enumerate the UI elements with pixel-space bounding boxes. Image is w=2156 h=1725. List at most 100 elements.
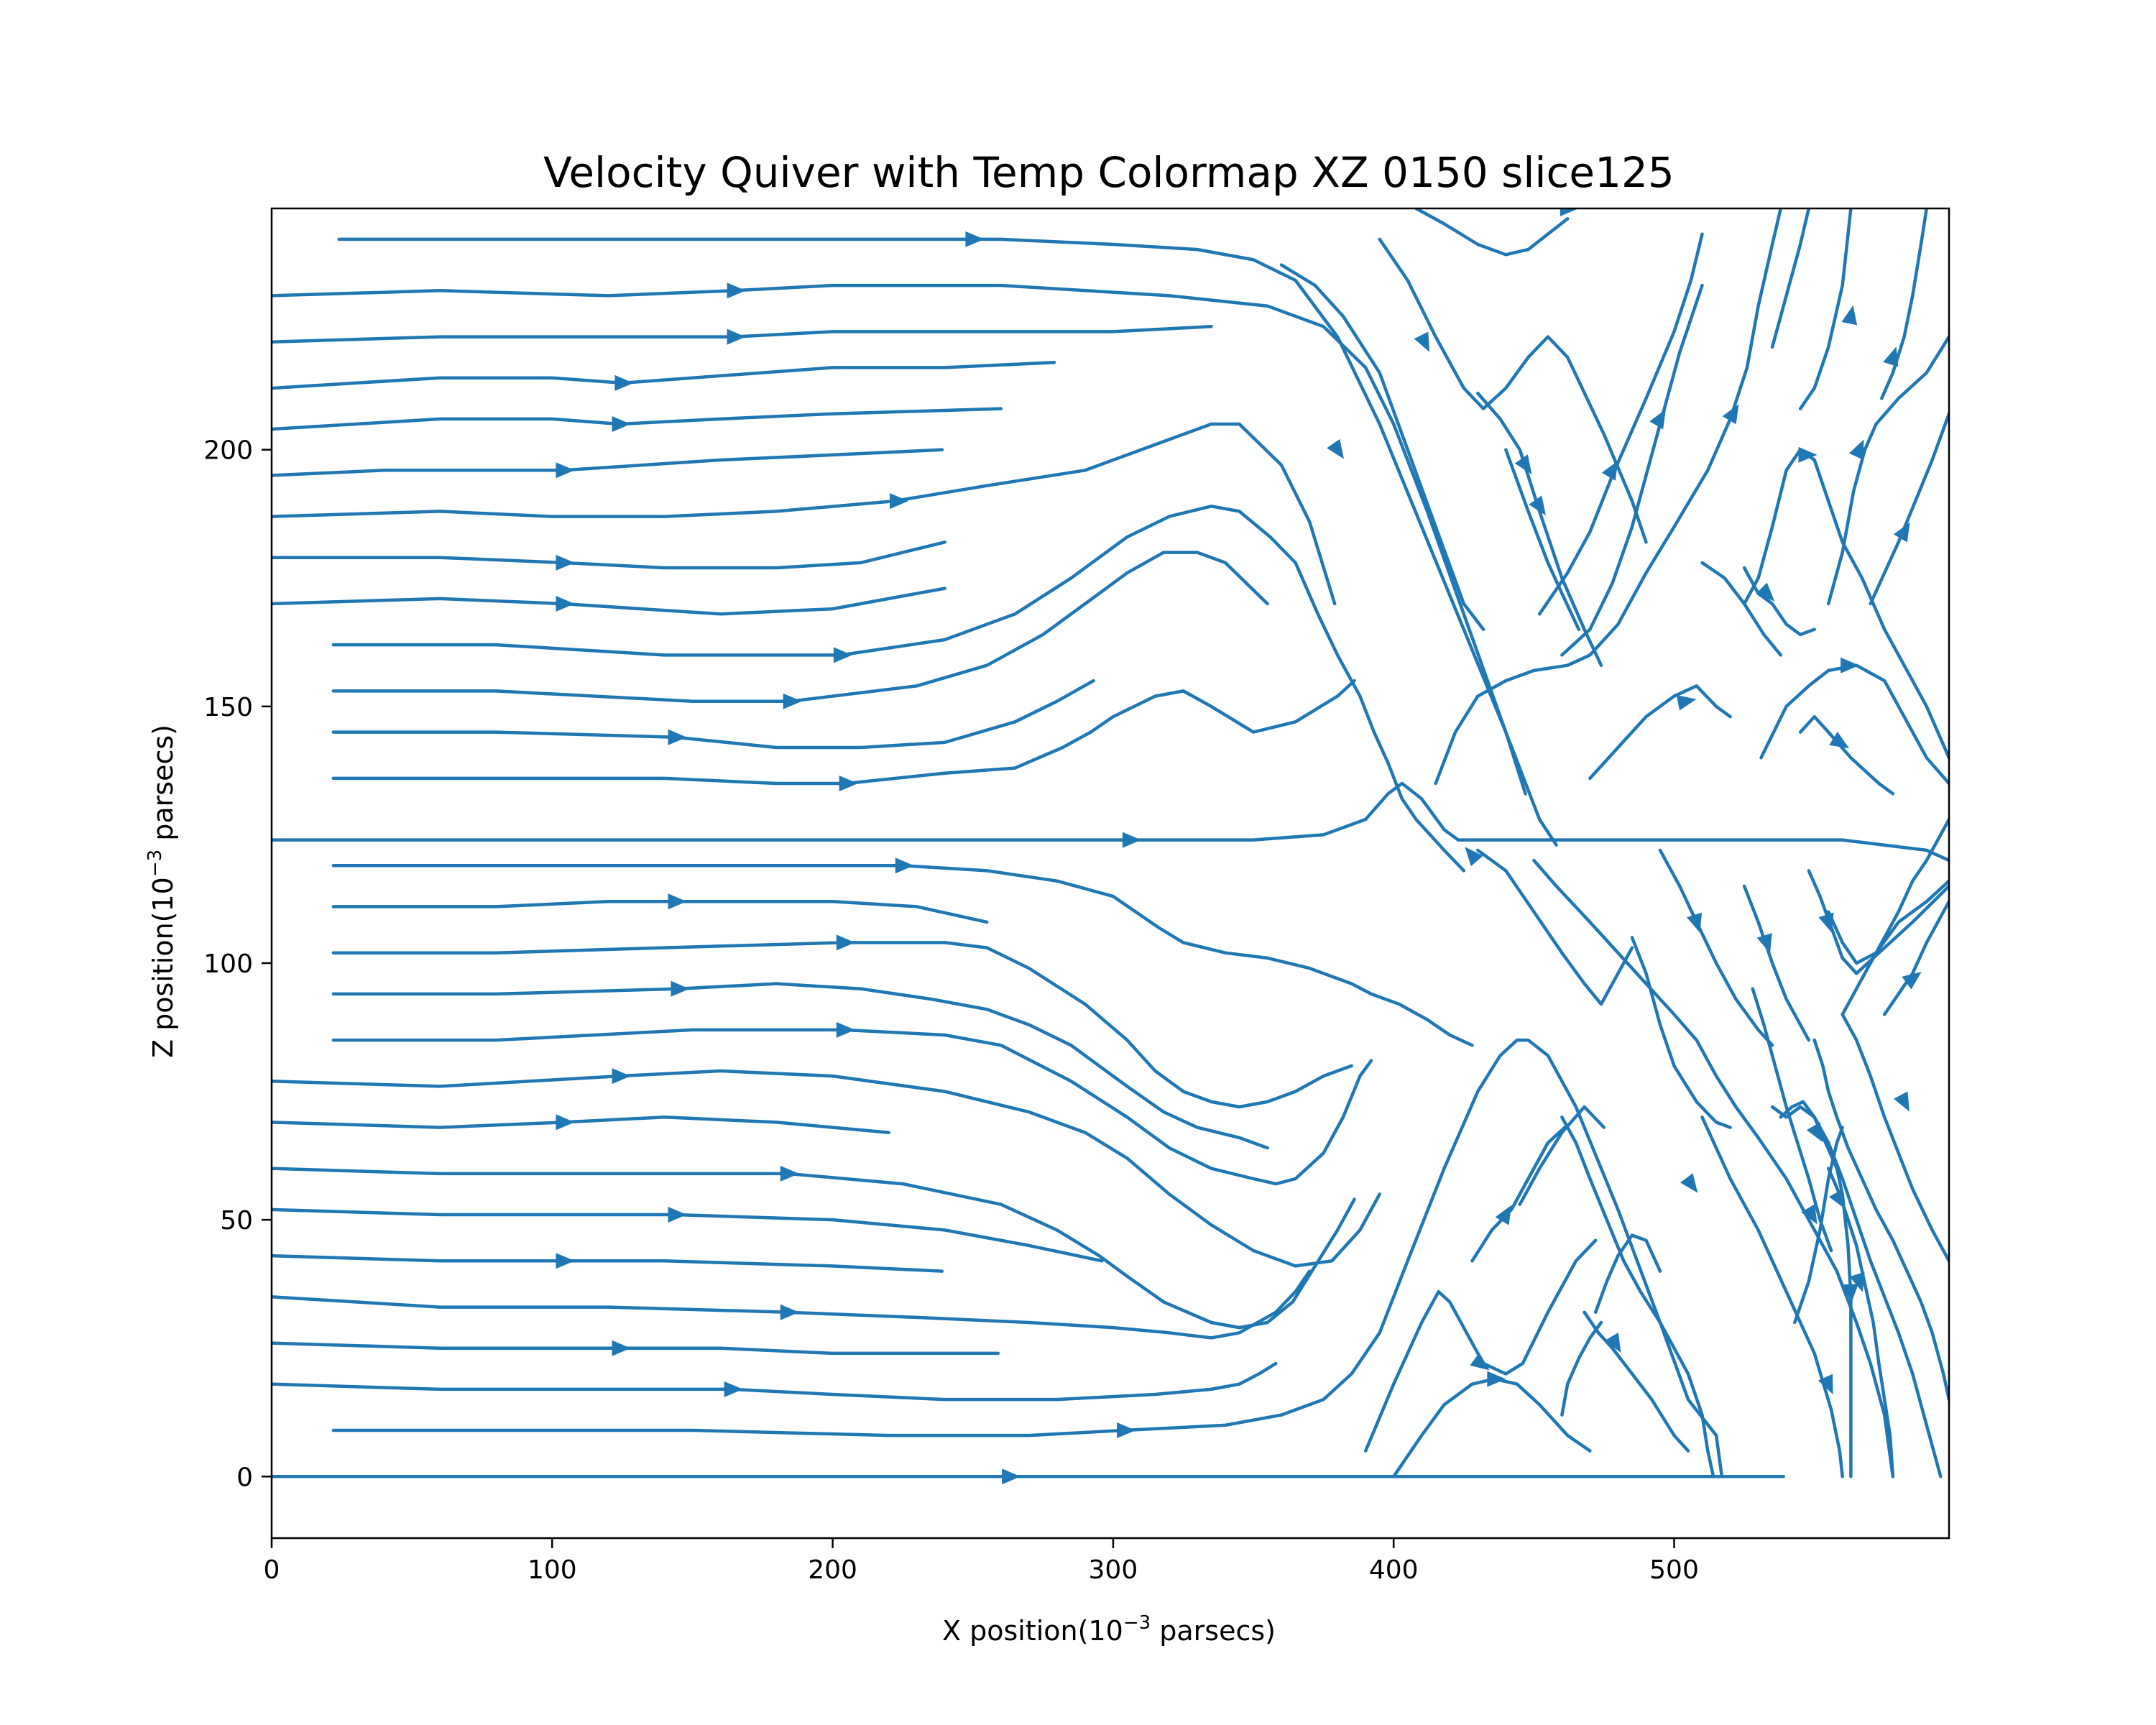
streamline [272, 1069, 1381, 1268]
streamline-arrow [1893, 522, 1910, 543]
streamline-arrow [780, 1165, 799, 1182]
streamline [1630, 936, 1732, 1129]
y-tick-label: 0 [236, 1463, 253, 1492]
streamline [1476, 848, 1634, 1006]
streamline-arrow [1470, 1353, 1490, 1371]
streamline [331, 551, 1269, 703]
streamline [272, 1208, 1104, 1263]
x-axis-label-exponent: −3 [1123, 1612, 1151, 1634]
streamline [272, 1167, 1356, 1330]
streamline [1537, 232, 1704, 616]
streamline-arrow [1680, 1173, 1698, 1193]
streamline [1841, 817, 1949, 1016]
streamline [1793, 1126, 1844, 1325]
streamline-arrow [668, 1207, 687, 1223]
streamline-arrow [1465, 847, 1483, 867]
streamline-arrow [1529, 495, 1546, 516]
streamline [1779, 1100, 1853, 1478]
streamline [272, 283, 1527, 796]
streamline-arrow [1604, 1333, 1621, 1353]
streamline-arrow [833, 647, 852, 663]
streamline-arrow [1676, 695, 1697, 711]
streamline [1826, 335, 1949, 606]
streamline [272, 422, 1337, 606]
streamline-arrow [612, 1068, 631, 1085]
streamline-arrow [1841, 657, 1860, 673]
streamline [1751, 987, 1833, 1253]
streamline [1593, 1233, 1662, 1314]
streamline [1882, 900, 1949, 1016]
streamline [1807, 869, 1949, 975]
streamline-arrow [1883, 346, 1899, 367]
streamline-arrow [1601, 460, 1618, 481]
streamline [1279, 263, 1485, 631]
y-tick-label: 100 [203, 949, 253, 979]
streamline [1742, 884, 1811, 1042]
streamline [272, 781, 1949, 862]
streamline [1414, 208, 1570, 257]
streamline-arrow [890, 493, 908, 510]
streamline [1869, 412, 1949, 606]
streamline-arrow [724, 1381, 743, 1397]
streamline-arrow [1756, 582, 1775, 602]
x-tick-label: 200 [808, 1555, 857, 1585]
y-axis-label: Z position(10−3 parsecs) [144, 724, 179, 1058]
streamline-arrow [1117, 1422, 1136, 1438]
streamline-arrow [1801, 1204, 1818, 1225]
y-tick-label: 50 [220, 1206, 253, 1236]
streamline [272, 1116, 890, 1134]
streamline-arrow [1649, 409, 1666, 430]
streamline-arrow [668, 729, 687, 745]
streamline [1880, 208, 1929, 400]
streamline [1434, 208, 1783, 786]
streamline-arrow [671, 980, 690, 997]
streamline [1588, 684, 1732, 781]
x-axis-label-tail: parsecs) [1151, 1615, 1276, 1647]
y-axis-label-tail: parsecs) [147, 724, 179, 850]
streamline-arrow [727, 328, 746, 345]
streamline [331, 864, 1474, 1047]
streamline [272, 540, 946, 570]
streamline [1841, 1013, 1949, 1263]
streamline-arrow [1756, 933, 1772, 954]
x-axis-ticks: 0 100 200 300 400 500 [264, 1538, 1699, 1585]
streamline [272, 1341, 1000, 1356]
streamline-arrow [556, 462, 575, 479]
streamline [1742, 448, 1949, 760]
streamline [331, 678, 1095, 750]
streamline [1798, 208, 1853, 410]
streamline [272, 586, 946, 616]
streamline-arrow [1002, 1468, 1021, 1485]
streamline-arrow [1841, 305, 1858, 326]
streamline-arrow [556, 596, 575, 612]
streamline-arrow [965, 231, 985, 247]
streamline-arrow [1414, 331, 1430, 352]
streamline-arrow [1687, 912, 1703, 933]
streamlines-layer [272, 208, 1949, 1485]
streamline-arrow [727, 282, 746, 299]
streamline [331, 505, 1466, 873]
streamline-arrow [668, 893, 687, 910]
streamline-arrow [895, 857, 914, 874]
streamline [1560, 1320, 1603, 1417]
streamline-arrow [836, 934, 855, 951]
x-axis-label: X position(10−3 parsecs) [942, 1612, 1276, 1647]
streamline-arrow [612, 1340, 631, 1356]
streamline-arrow [1829, 732, 1849, 749]
streamline [1770, 208, 1811, 349]
axes-frame [270, 207, 1950, 1540]
streamline-arrow [614, 374, 634, 391]
streamline-arrow [556, 554, 575, 571]
streamline [272, 448, 944, 477]
x-tick-label: 400 [1369, 1555, 1419, 1585]
x-axis-label-main: X position(10 [942, 1615, 1123, 1647]
streamline [272, 1254, 944, 1273]
streamline-arrow [839, 776, 858, 791]
streamline [1700, 561, 1783, 657]
streamline [272, 325, 1213, 344]
streamline-arrow [1560, 208, 1579, 216]
streamline [1518, 1105, 1606, 1206]
streamline-arrow [783, 693, 802, 709]
